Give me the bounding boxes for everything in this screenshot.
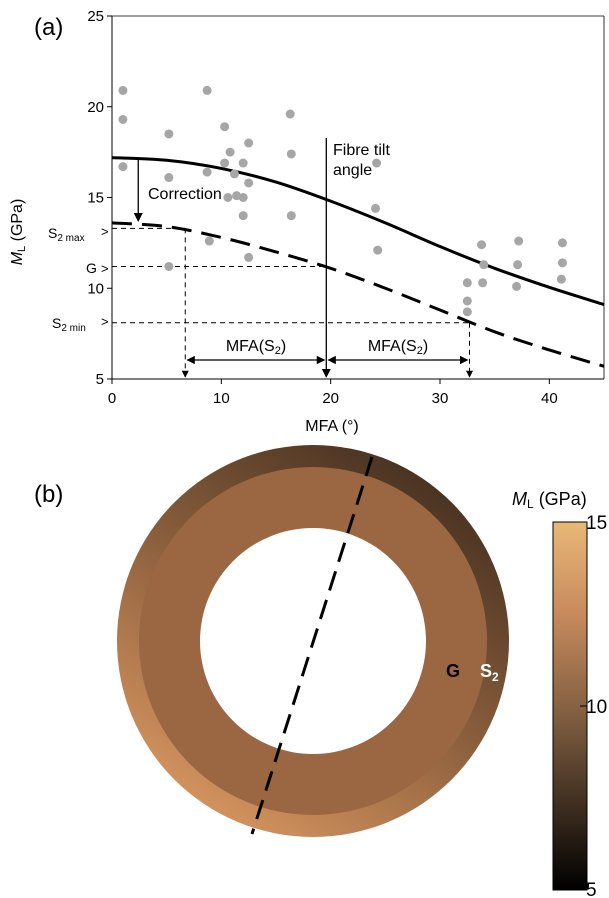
y-tick-label-10: 10 [87, 280, 104, 297]
scatter-point [244, 252, 254, 262]
scatter-point [478, 278, 488, 288]
x-tick-label-0: 0 [108, 390, 116, 407]
scatter-point [557, 258, 567, 268]
mfa-s2-right-sub: 2 [417, 345, 423, 357]
scatter-point [244, 178, 254, 188]
scatter-point [223, 193, 233, 202]
scatter-point [118, 85, 128, 95]
s2max-label-sub: 2 max [57, 233, 84, 244]
scatter-point [202, 85, 212, 95]
correction-label: Correction [148, 186, 222, 203]
panel-a-label: (a) [34, 14, 63, 41]
y-axis-title-main: M [9, 251, 26, 265]
fibre-tilt-dashed-line [250, 456, 374, 835]
y-tick-label-20: 20 [87, 99, 104, 116]
scatter-point [238, 158, 248, 168]
ring-label-g: G [446, 661, 460, 681]
s2min-label-sub: 2 min [61, 323, 85, 334]
colorbar-title-main: M [512, 489, 527, 509]
colorbar-title-unit: (GPa) [534, 489, 587, 509]
s2min-arrow-glyph: > [101, 314, 109, 329]
mfa-s2-left-main: MFA(S [226, 338, 275, 355]
scatter-point [514, 236, 524, 246]
scatter-point [556, 274, 566, 284]
scatter-point [462, 278, 472, 288]
s2max-arrow-glyph: > [101, 224, 109, 239]
ring-label-s2: S2 [480, 661, 499, 684]
mfa-s2-left-label: MFA(S2) [226, 338, 286, 357]
scatter-point [244, 138, 254, 148]
scatter-point [118, 162, 128, 172]
series-line-dashed [111, 221, 605, 368]
helper-lines [112, 138, 474, 378]
mfa-s2-left-close: ) [281, 338, 286, 355]
mfa-s2-right-close: ) [423, 338, 428, 355]
scatter-point [512, 281, 522, 291]
panel-b-label: (b) [34, 481, 63, 508]
scatter-point [238, 211, 248, 221]
colorbar-label-5: 5 [586, 880, 597, 898]
y-axis-title: ML (GPa) [9, 199, 28, 266]
scatter-point [164, 261, 174, 271]
scatter-point [286, 149, 296, 159]
scatter-point [513, 260, 523, 270]
ring-label-s2-sub: 2 [492, 670, 499, 684]
x-ticks: 0 10 20 30 40 [108, 379, 558, 407]
scatter-point [238, 193, 248, 202]
x-tick-label-10: 10 [213, 390, 230, 407]
fibre-tilt-label-2: angle [333, 162, 372, 179]
y-tick-label-25: 25 [87, 8, 104, 25]
colorbar-title: ML (GPa) [512, 489, 587, 511]
scatter-point [370, 203, 380, 213]
colorbar-label-10: 10 [586, 697, 607, 718]
x-axis-title: MFA (°) [305, 418, 359, 435]
scatter-point [373, 245, 383, 255]
scatter-point [372, 158, 382, 168]
s2max-label: S2 max [48, 225, 85, 244]
y-axis-title-sub: L [16, 246, 28, 252]
y-tick-label-15: 15 [87, 190, 104, 207]
mfa-s2-right-main: MFA(S [368, 338, 417, 355]
scatter-point [462, 296, 472, 306]
fibre-tilt-label-1: Fibre tilt [333, 142, 390, 159]
scatter-point [229, 169, 239, 179]
y-ticks: 5 10 15 20 25 [87, 8, 112, 388]
g-label: G [86, 260, 97, 276]
scatter-point [118, 114, 128, 124]
colorbar-label-15: 15 [586, 513, 607, 534]
scatter-point [225, 147, 235, 157]
scatter-point [220, 122, 230, 132]
mfa-s2-left-sub: 2 [275, 345, 281, 357]
s2max-label-main: S [48, 225, 57, 241]
ring-label-s2-main: S [480, 661, 492, 681]
s2min-label-main: S [52, 315, 61, 331]
y-tick-label-5: 5 [96, 371, 104, 388]
series-line-solid [111, 156, 605, 307]
s2min-label: S2 min [52, 315, 86, 334]
scatter-point [477, 240, 487, 250]
mfa-s2-right-label: MFA(S2) [368, 338, 428, 357]
scatter-point [479, 260, 489, 270]
scatter-point [204, 236, 214, 246]
colorbar-title-sub: L [527, 497, 534, 511]
x-tick-label-40: 40 [541, 390, 558, 407]
scatter-points [118, 85, 567, 317]
scatter-point [164, 129, 174, 139]
y-axis-title-unit: (GPa) [9, 199, 26, 246]
scatter-point [285, 109, 295, 119]
scatter-point [202, 167, 212, 177]
scatter-point [557, 238, 567, 248]
x-tick-label-20: 20 [322, 390, 339, 407]
g-arrow-glyph: > [101, 261, 109, 276]
scatter-point [462, 307, 472, 317]
scatter-point [164, 173, 174, 183]
scatter-point [286, 211, 296, 221]
series-lines [111, 156, 605, 368]
x-tick-label-30: 30 [432, 390, 449, 407]
scatter-point [220, 158, 230, 168]
